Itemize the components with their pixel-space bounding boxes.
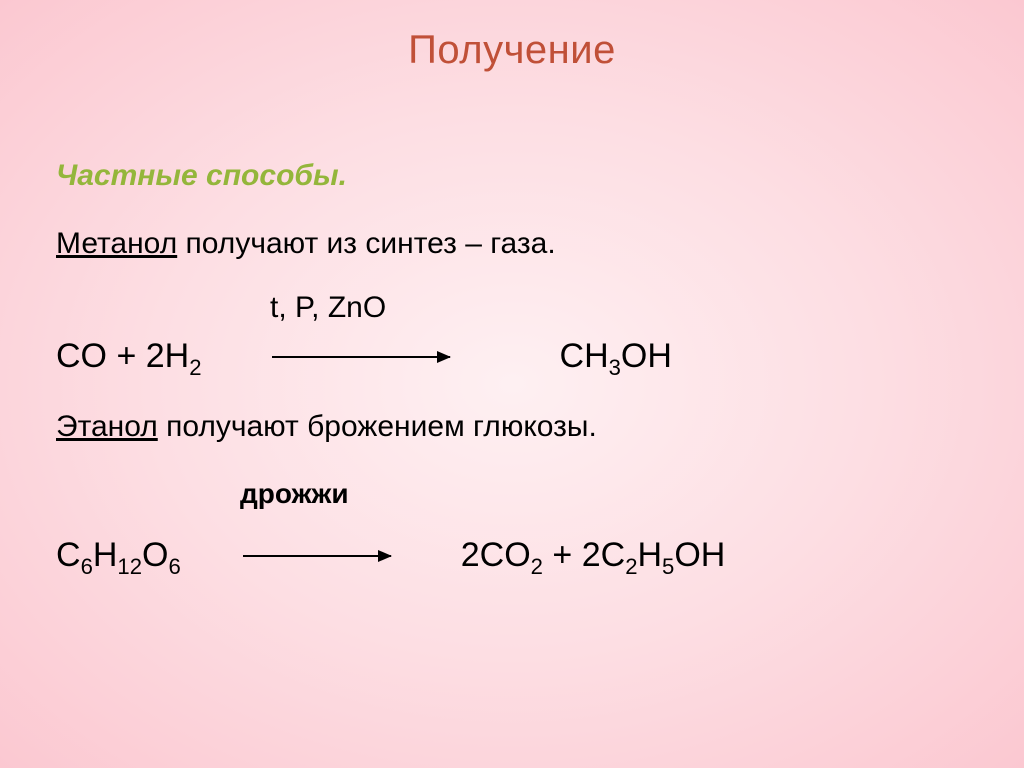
ethanol-underlined: Этанол: [56, 410, 158, 443]
reaction1-lhs: CO + 2H2: [56, 337, 202, 376]
reaction2-row: C6H12O6 2CO2 + 2C2H5OH: [56, 536, 1024, 575]
reaction1-arrow: [272, 345, 450, 369]
methanol-line: Метанол получают из синтез – газа.: [56, 227, 1024, 261]
ethanol-rest: получают брожением глюкозы.: [158, 410, 597, 443]
reaction2-lhs: C6H12O6: [56, 536, 181, 575]
reaction2-rhs: 2CO2 + 2C2H5OH: [461, 536, 726, 575]
reaction2-arrow: [243, 544, 391, 568]
reaction1-rhs: CH3OH: [560, 337, 672, 376]
section-label: Частные способы.: [56, 159, 1024, 193]
arrow-icon: [272, 356, 450, 358]
yeast-label: дрожжи: [240, 478, 1024, 510]
arrow-icon: [243, 555, 391, 557]
methanol-underlined: Метанол: [56, 227, 177, 260]
reaction1-row: CO + 2H2 CH3OH: [56, 337, 1024, 376]
slide-title: Получение: [0, 28, 1024, 73]
reaction1-conditions: t, P, ZnO: [270, 291, 1024, 325]
ethanol-line: Этанол получают брожением глюкозы.: [56, 410, 1024, 444]
methanol-rest: получают из синтез – газа.: [177, 227, 555, 260]
